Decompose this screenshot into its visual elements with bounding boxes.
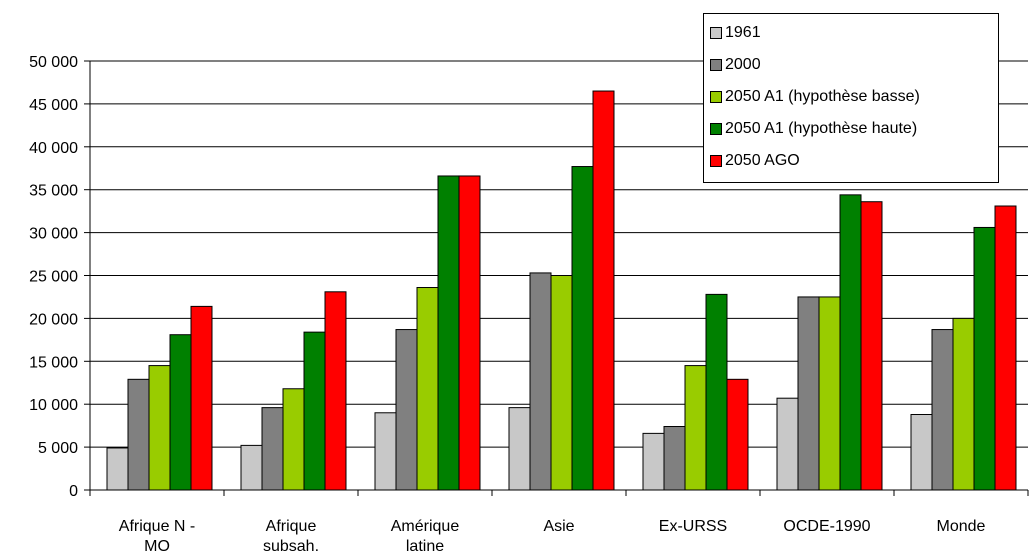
bar xyxy=(797,296,820,491)
bar xyxy=(952,317,975,491)
x-category-label: Amérique xyxy=(391,518,460,535)
bar xyxy=(374,412,397,491)
bar xyxy=(416,287,439,491)
bar xyxy=(973,226,996,491)
y-tick-label: 25 000 xyxy=(29,269,78,286)
bar xyxy=(684,365,707,491)
y-tick-label: 15 000 xyxy=(29,354,78,371)
y-tick-label: 50 000 xyxy=(29,54,78,71)
bar xyxy=(106,447,129,491)
x-category-label: MO xyxy=(144,538,170,553)
legend-label: 2050 A1 (hypothèse haute) xyxy=(725,120,918,137)
bar xyxy=(860,201,883,491)
y-tick-label: 0 xyxy=(69,483,78,500)
legend-label: 1961 xyxy=(725,24,761,41)
legend-label: 2000 xyxy=(725,56,761,73)
bar xyxy=(818,296,841,491)
legend-swatch xyxy=(710,27,722,39)
x-category-label: Monde xyxy=(937,518,986,535)
bar xyxy=(240,444,263,491)
x-category-label: latine xyxy=(406,538,444,553)
bar xyxy=(592,90,615,491)
legend-item: 2000 xyxy=(710,54,761,76)
y-tick-label: 10 000 xyxy=(29,397,78,414)
bar xyxy=(127,378,150,491)
legend-swatch xyxy=(710,155,722,167)
bar xyxy=(663,426,686,491)
bar xyxy=(910,413,933,491)
y-tick-labels: 0 5 000 10 000 15 000 20 000 25 000 30 000 35 0… xyxy=(29,54,78,500)
bar xyxy=(437,175,460,491)
bar xyxy=(508,407,531,491)
bar xyxy=(550,275,573,491)
bar xyxy=(571,166,594,491)
bar xyxy=(931,329,954,491)
x-category-label: Afrique xyxy=(266,518,317,535)
y-tick-label: 20 000 xyxy=(29,311,78,328)
legend-swatch xyxy=(710,91,722,103)
y-tick-label: 40 000 xyxy=(29,140,78,157)
bar xyxy=(839,194,862,491)
bar xyxy=(261,407,284,491)
bar xyxy=(705,293,728,491)
axes xyxy=(84,60,1029,496)
bar xyxy=(395,329,418,491)
x-category-label: Afrique N - xyxy=(119,518,195,535)
bar xyxy=(529,272,552,491)
legend-label: 2050 AGO xyxy=(725,152,800,169)
x-category-label: Asie xyxy=(543,518,574,535)
x-category-label: Ex-URSS xyxy=(659,518,727,535)
x-category-labels: Afrique N - MO Afrique subsah. Amérique latin… xyxy=(119,518,986,553)
bar xyxy=(324,291,347,491)
bar xyxy=(642,432,665,491)
x-category-label: subsah. xyxy=(263,538,319,553)
legend-item: 1961 xyxy=(710,22,761,44)
legend: 1961 2000 2050 A1 (hypothèse basse) 2050 A1… xyxy=(703,13,999,183)
y-tick-label: 30 000 xyxy=(29,226,78,243)
legend-item: 2050 A1 (hypothèse haute) xyxy=(710,118,917,140)
bars xyxy=(106,90,1017,491)
bar xyxy=(458,175,481,491)
bar xyxy=(303,331,326,491)
legend-swatch xyxy=(710,59,722,71)
bar xyxy=(994,205,1017,491)
bar xyxy=(169,334,192,491)
bar xyxy=(148,365,171,491)
bar xyxy=(776,397,799,491)
x-category-label: OCDE-1990 xyxy=(783,518,870,535)
bar xyxy=(190,305,213,491)
legend-item: 2050 AGO xyxy=(710,150,800,172)
legend-label: 2050 A1 (hypothèse basse) xyxy=(725,88,920,105)
legend-item: 2050 A1 (hypothèse basse) xyxy=(710,86,920,108)
bar xyxy=(726,378,749,491)
y-tick-label: 45 000 xyxy=(29,97,78,114)
y-tick-label: 5 000 xyxy=(38,440,78,457)
legend-swatch xyxy=(710,123,722,135)
bar xyxy=(282,388,305,491)
y-tick-label: 35 000 xyxy=(29,183,78,200)
